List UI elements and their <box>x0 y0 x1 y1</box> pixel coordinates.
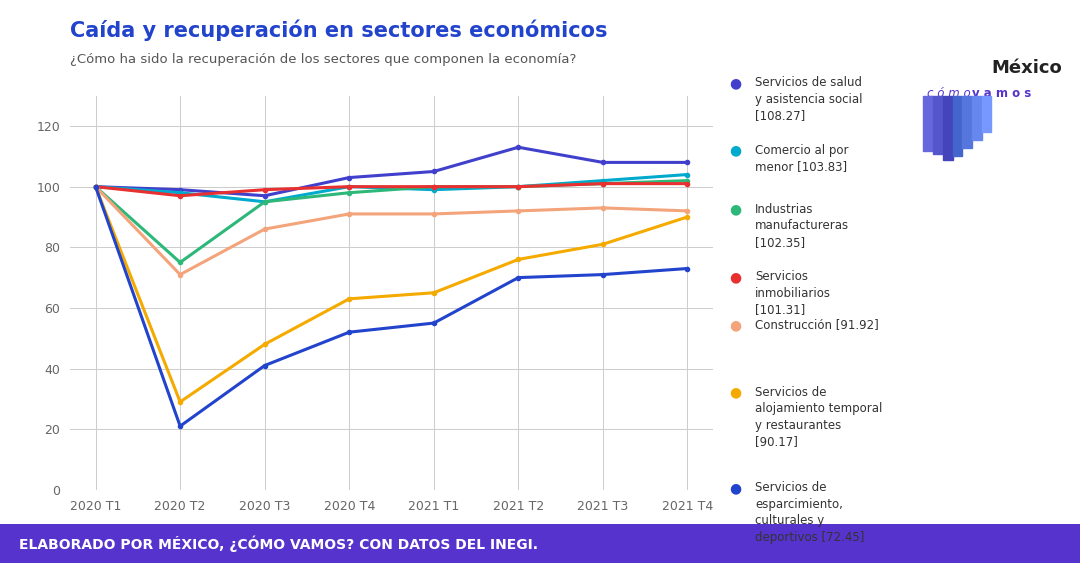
Text: ●: ● <box>729 203 741 217</box>
Text: ●: ● <box>729 386 741 400</box>
Text: Caída y recuperación en sectores económicos: Caída y recuperación en sectores económi… <box>70 20 608 41</box>
Text: Servicios
inmobiliarios
[101.31]: Servicios inmobiliarios [101.31] <box>755 270 831 316</box>
Text: Comercio al por
menor [103.83]: Comercio al por menor [103.83] <box>755 144 849 173</box>
Text: ●: ● <box>729 76 741 90</box>
Text: Servicios de
alojamiento temporal
y restaurantes
[90.17]: Servicios de alojamiento temporal y rest… <box>755 386 882 448</box>
Text: Industrias
manufactureras
[102.35]: Industrias manufactureras [102.35] <box>755 203 849 249</box>
Text: ●: ● <box>729 318 741 332</box>
Text: ELABORADO POR MÉXICO, ¿CÓMO VAMOS? CON DATOS DEL INEGI.: ELABORADO POR MÉXICO, ¿CÓMO VAMOS? CON D… <box>19 535 539 552</box>
Text: ●: ● <box>729 481 741 495</box>
Text: ●: ● <box>729 270 741 284</box>
Text: Servicios de salud
y asistencia social
[108.27]: Servicios de salud y asistencia social [… <box>755 76 863 122</box>
Text: ●: ● <box>729 144 741 158</box>
Text: México: México <box>991 59 1063 77</box>
Text: Servicios de
esparcimiento,
culturales y
deportivos [72.45]: Servicios de esparcimiento, culturales y… <box>755 481 864 544</box>
Text: v a m o s: v a m o s <box>972 87 1031 100</box>
Text: ¿Cómo ha sido la recuperación de los sectores que componen la economía?: ¿Cómo ha sido la recuperación de los sec… <box>70 53 577 66</box>
Text: Construcción [91.92]: Construcción [91.92] <box>755 318 879 331</box>
Text: c ó m o: c ó m o <box>927 87 974 100</box>
